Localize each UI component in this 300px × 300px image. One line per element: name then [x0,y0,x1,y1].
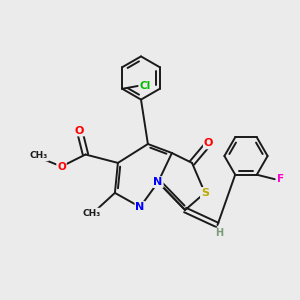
Text: N: N [136,202,145,212]
Text: O: O [204,138,213,148]
Text: CH₃: CH₃ [82,208,100,217]
Text: N: N [154,177,163,187]
Text: S: S [201,188,209,198]
Text: Cl: Cl [139,81,150,91]
Text: CH₃: CH₃ [30,152,48,160]
Text: H: H [215,228,223,239]
Text: O: O [57,161,66,172]
Text: F: F [277,174,284,184]
Text: O: O [75,125,84,136]
